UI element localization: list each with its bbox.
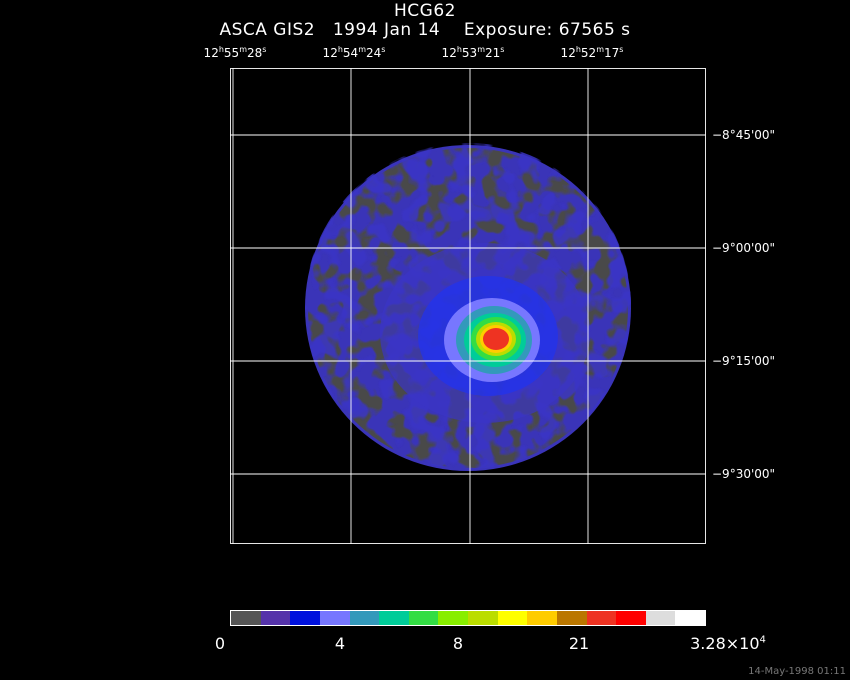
dec-tick-label: −9°00'00" <box>712 241 776 255</box>
xray-image-frame <box>230 68 706 544</box>
observation-date: 1994 Jan 14 <box>332 20 441 40</box>
colorbar-segment <box>408 611 439 625</box>
dec-tick-label: −9°30'00" <box>712 467 776 481</box>
colorbar-segment <box>556 611 587 625</box>
colorbar-segment <box>260 611 291 625</box>
colorbar-segment <box>645 611 676 625</box>
ra-tick-label: 12h53m21s <box>441 45 505 60</box>
colorbar-segment <box>468 611 498 625</box>
dec-tick-label: −8°45'00" <box>712 128 776 142</box>
source-peak <box>483 328 509 350</box>
image-title: HCG62 <box>394 1 456 21</box>
colorbar-segment <box>616 611 646 625</box>
dec-tick-label: −9°15'00" <box>712 354 776 368</box>
ra-tick-label: 12h52m17s <box>560 45 624 60</box>
timestamp: 14-May-1998 01:11 <box>748 666 846 677</box>
xray-source <box>380 243 590 423</box>
colorbar-segment <box>675 611 705 625</box>
colorbar-segment <box>231 611 261 625</box>
image-border <box>230 68 706 544</box>
ra-tick-label: 12h55m28s <box>203 45 267 60</box>
instrument-label: ASCA GIS2 <box>219 20 316 40</box>
colorbar-segment <box>438 611 468 625</box>
observation-info: ASCA GIS2 1994 Jan 14 Exposure: 67565 s <box>0 20 850 40</box>
exposure-label: Exposure: 67565 s <box>463 20 631 40</box>
colorbar-segment <box>379 611 409 625</box>
colorbar-segment <box>527 611 557 625</box>
colorbar-label: 4 <box>334 634 346 653</box>
colorbar-segment <box>290 611 320 625</box>
colorbar-segment <box>586 611 617 625</box>
colorbar-label: 21 <box>568 634 590 653</box>
colorbar-max-label: 3.28×104 <box>690 634 766 653</box>
coordinate-grid <box>230 68 706 544</box>
colorbar-segment <box>319 611 350 625</box>
colorbar-label: 8 <box>452 634 464 653</box>
colorbar-label: 0 <box>214 634 226 653</box>
colorbar-segment <box>349 611 380 625</box>
colorbar <box>230 610 706 626</box>
ra-tick-label: 12h54m24s <box>322 45 386 60</box>
colorbar-segment <box>497 611 528 625</box>
